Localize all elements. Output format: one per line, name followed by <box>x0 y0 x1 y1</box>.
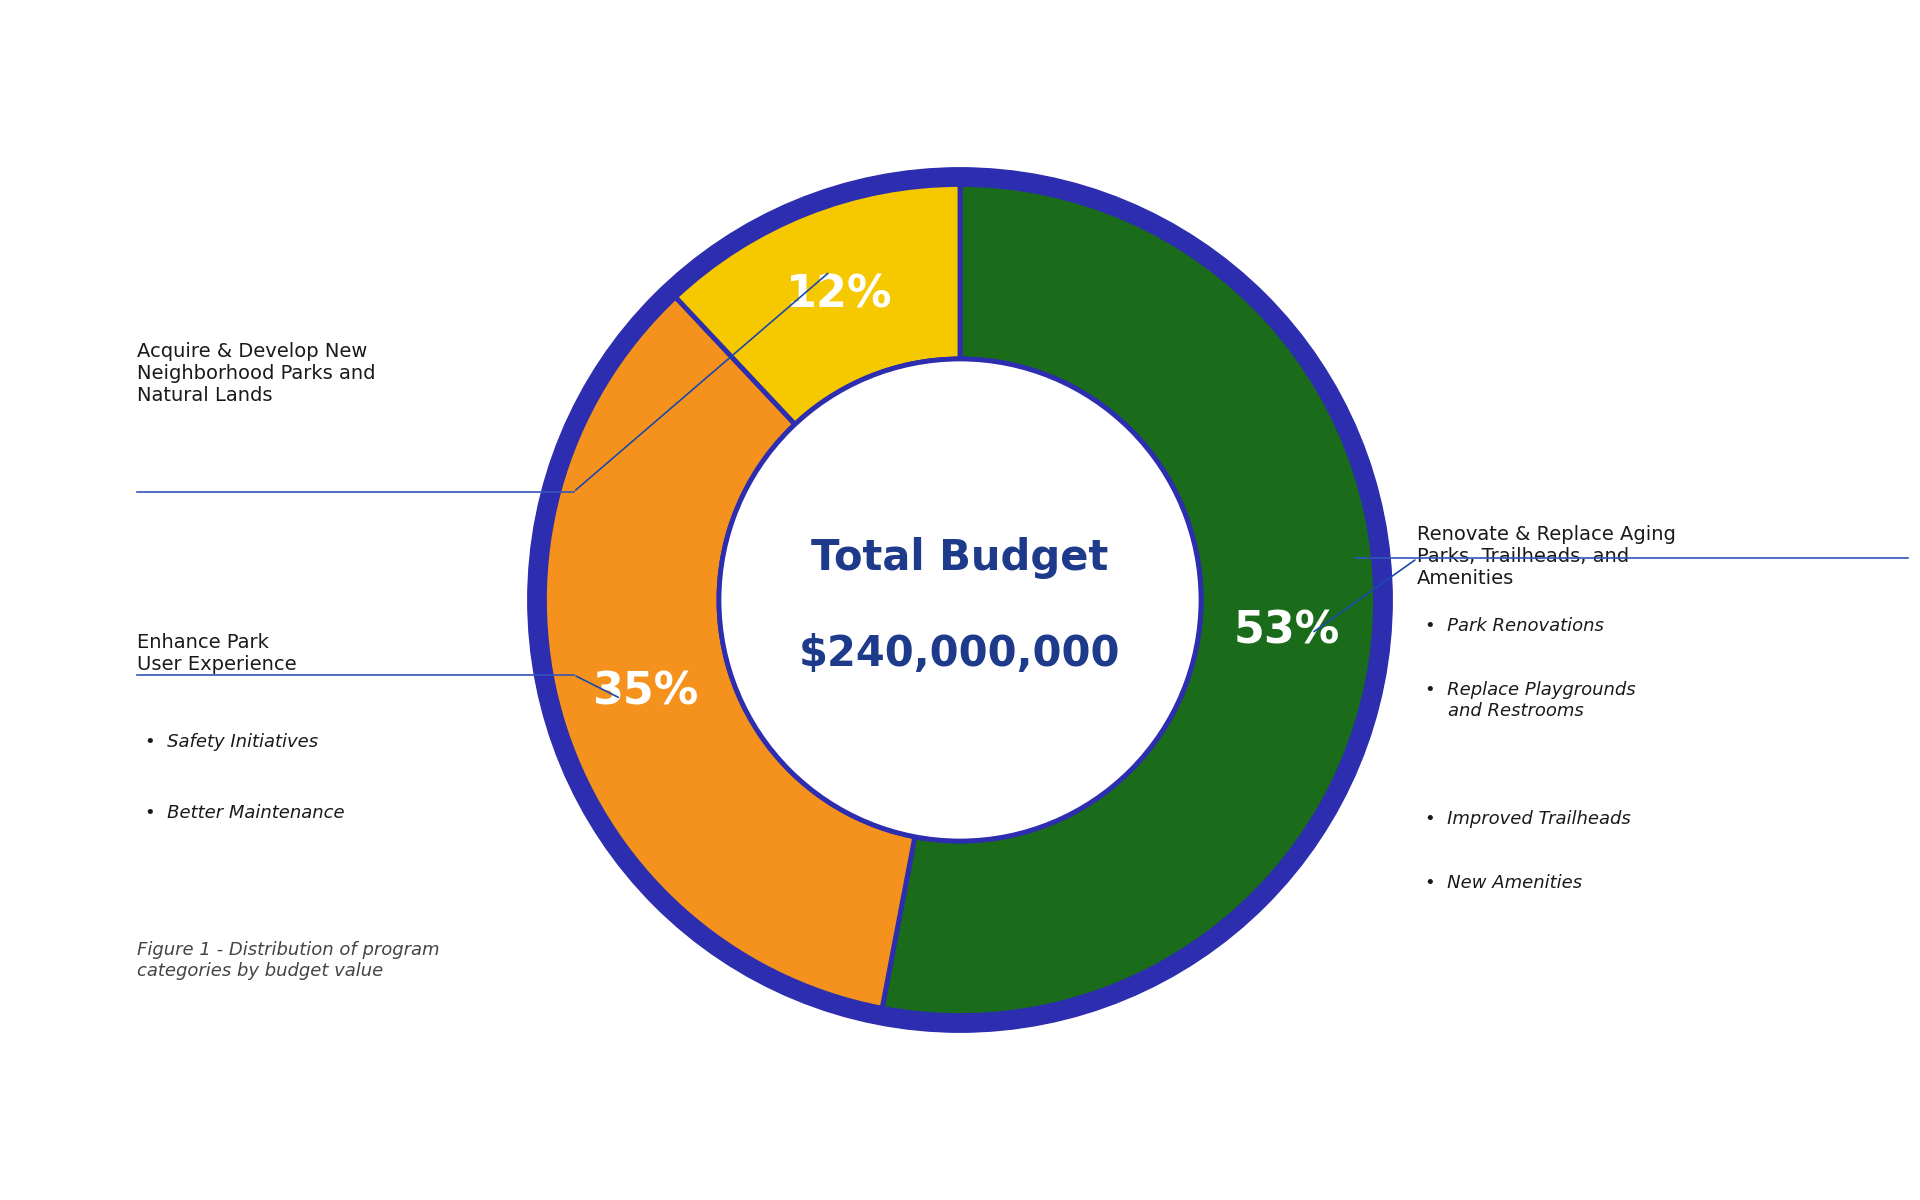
Wedge shape <box>545 298 914 1008</box>
Text: Figure 1 - Distribution of program
categories by budget value: Figure 1 - Distribution of program categ… <box>136 941 440 979</box>
Text: Total Budget: Total Budget <box>812 538 1108 580</box>
Text: •  Replace Playgrounds
    and Restrooms: • Replace Playgrounds and Restrooms <box>1425 682 1636 720</box>
Wedge shape <box>676 185 960 425</box>
Text: Renovate & Replace Aging
Parks, Trailheads, and
Amenities: Renovate & Replace Aging Parks, Trailhea… <box>1417 526 1676 588</box>
Circle shape <box>528 168 1392 1032</box>
Text: •  Better Maintenance: • Better Maintenance <box>146 804 346 822</box>
Text: 35%: 35% <box>591 670 697 713</box>
Wedge shape <box>881 185 1375 1015</box>
Circle shape <box>718 359 1202 841</box>
Text: •  Improved Trailheads: • Improved Trailheads <box>1425 810 1632 828</box>
Text: 12%: 12% <box>785 274 893 317</box>
Text: •  New Amenities: • New Amenities <box>1425 875 1582 893</box>
Text: 53%: 53% <box>1235 610 1340 653</box>
Text: •  Park Renovations: • Park Renovations <box>1425 617 1605 635</box>
Text: Acquire & Develop New
Neighborhood Parks and
Natural Lands: Acquire & Develop New Neighborhood Parks… <box>136 342 376 406</box>
Text: •  Safety Initiatives: • Safety Initiatives <box>146 733 319 751</box>
Text: Enhance Park
User Experience: Enhance Park User Experience <box>136 634 298 674</box>
Text: $240,000,000: $240,000,000 <box>799 634 1121 676</box>
